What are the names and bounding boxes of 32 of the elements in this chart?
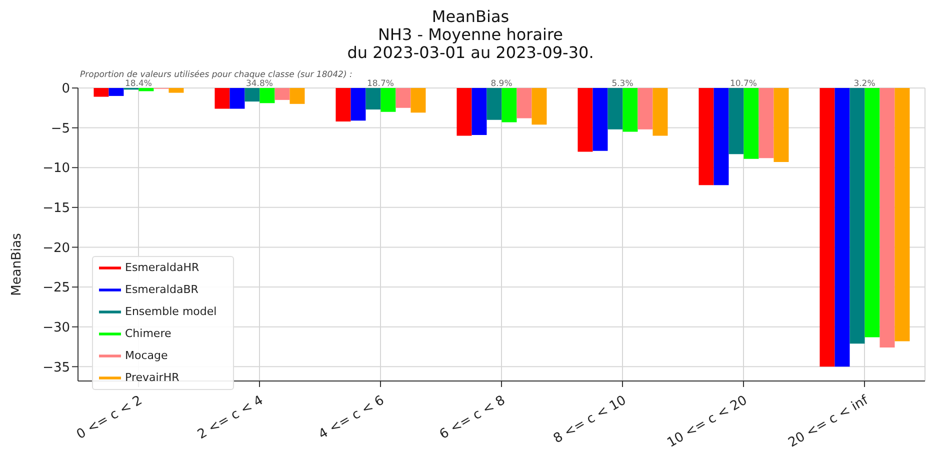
y-tick-label: −35 bbox=[42, 360, 70, 376]
annotation: 5.3% bbox=[612, 79, 634, 89]
x-tick-label: 8 <= c < 10 bbox=[551, 393, 629, 447]
legend-label: Mocage bbox=[125, 349, 168, 362]
annotation: 18.7% bbox=[366, 79, 394, 89]
text: Proportion de valeurs utilisées pour chaque classe (sur 18042) : bbox=[80, 70, 352, 80]
annotation: 18.4% bbox=[124, 79, 152, 89]
y-tick-label: −25 bbox=[42, 280, 70, 296]
y-tick-label: −10 bbox=[42, 161, 70, 176]
annotation: 3.2% bbox=[854, 79, 876, 89]
legend-label: EsmeraldaHR bbox=[125, 261, 200, 274]
annotation: 8.9% bbox=[490, 79, 512, 89]
x-tick-label: 0 <= c < 2 bbox=[74, 393, 145, 443]
chart-subtitle: NH3 - Moyenne horaire du 2023-03-01 au 2023-09-30. bbox=[346, 25, 595, 62]
y-tick-label: 0 bbox=[62, 82, 70, 97]
annotation: 10.7% bbox=[730, 79, 758, 89]
y-axis-title: MeanBias bbox=[10, 232, 25, 296]
legend-label: Ensemble model bbox=[125, 305, 217, 318]
y-tick-label: −5 bbox=[50, 121, 70, 136]
y-tick-label: −30 bbox=[42, 320, 70, 336]
x-tick-label: 6 <= c < 8 bbox=[437, 393, 508, 443]
legend-label: Chimere bbox=[125, 327, 172, 340]
x-tick-label: 10 <= c < 20 bbox=[664, 393, 750, 451]
annotation: 34.8% bbox=[246, 79, 274, 89]
x-tick-label: 2 <= c < 4 bbox=[195, 393, 266, 443]
x-tick-label: 4 <= c < 6 bbox=[316, 393, 387, 443]
y-tick-label: −20 bbox=[42, 240, 70, 256]
legend-label: PrevairHR bbox=[125, 371, 180, 384]
y-tick-label: −15 bbox=[42, 201, 70, 216]
legend-label: EsmeraldaBR bbox=[125, 283, 198, 296]
chart-title: MeanBias bbox=[430, 7, 510, 26]
x-tick-label: 20 <= c < inf bbox=[786, 392, 872, 451]
